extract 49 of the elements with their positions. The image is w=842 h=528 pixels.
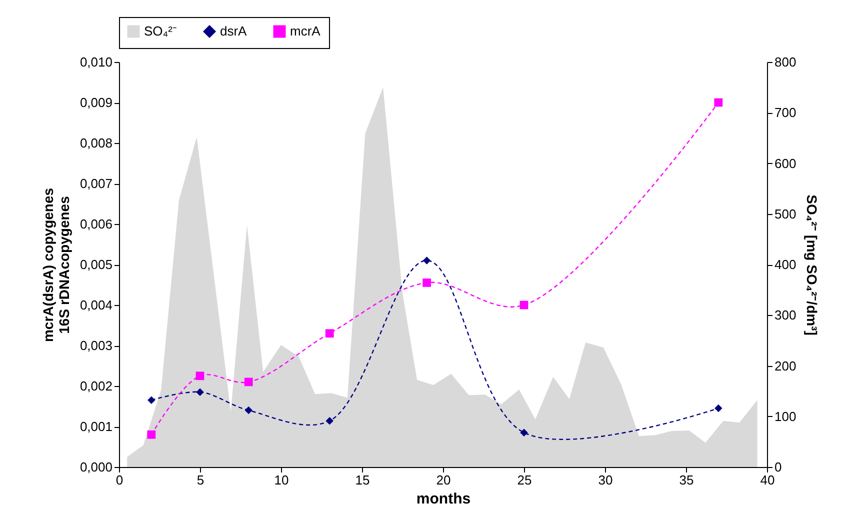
legend-label: SO₄²⁻ bbox=[144, 24, 176, 39]
y2-tick-label: 0 bbox=[774, 460, 782, 474]
y2-tick-label: 800 bbox=[774, 54, 796, 70]
y-tick-label: 0,006 bbox=[80, 216, 112, 232]
x-tick-label: 10 bbox=[274, 472, 289, 488]
y-axis-title: mcrA(dsrA) copygenes 16S rDNAcopygenes bbox=[40, 188, 72, 342]
y-tick-label: 0,005 bbox=[80, 257, 112, 272]
x-tick-label: 15 bbox=[355, 472, 370, 488]
y2-tick-label: 700 bbox=[774, 105, 796, 120]
x-tick-label: 25 bbox=[517, 472, 532, 488]
x-axis-title: months bbox=[416, 490, 471, 508]
x-tick-label: 5 bbox=[196, 472, 204, 488]
y-tick-label: 0,001 bbox=[80, 419, 112, 434]
y-tick-label: 0,008 bbox=[80, 136, 112, 150]
x-tick-label: 0 bbox=[116, 472, 124, 488]
point bbox=[326, 416, 334, 425]
y2-tick-label: 400 bbox=[774, 257, 796, 272]
y2-tick-label: 200 bbox=[774, 358, 796, 374]
y-tick-label: 0,009 bbox=[80, 95, 112, 110]
x-tick-label: 20 bbox=[436, 472, 451, 488]
y-tick-label: 0,000 bbox=[80, 460, 112, 474]
y-tick-label: 0,002 bbox=[80, 378, 112, 394]
legend-label: mcrA bbox=[290, 24, 321, 39]
point bbox=[714, 98, 723, 107]
point bbox=[148, 396, 156, 404]
y2-tick-label: 600 bbox=[774, 156, 796, 171]
point bbox=[147, 430, 156, 439]
point bbox=[244, 378, 253, 386]
y-tick-label: 0,004 bbox=[80, 298, 112, 312]
point bbox=[422, 278, 431, 287]
y2-tick-label: 300 bbox=[774, 308, 796, 323]
y2-tick-label: 100 bbox=[774, 408, 796, 424]
point bbox=[244, 406, 252, 414]
point bbox=[325, 329, 334, 338]
point bbox=[422, 256, 431, 264]
y-tick-label: 0,007 bbox=[80, 176, 112, 191]
point bbox=[714, 404, 722, 412]
y2-axis-title: SO₄²⁻ [mg SO₄²⁻/dm³] bbox=[804, 194, 820, 336]
point bbox=[196, 388, 204, 396]
y2-tick-label: 500 bbox=[774, 206, 796, 222]
x-tick-label: 35 bbox=[679, 472, 694, 488]
point bbox=[196, 372, 204, 380]
y-tick-label: 0,010 bbox=[80, 54, 112, 70]
point bbox=[520, 428, 528, 436]
y-tick-label: 0,003 bbox=[80, 338, 112, 353]
x-tick-label: 30 bbox=[598, 472, 613, 488]
x-tick-label: 40 bbox=[760, 472, 775, 488]
point bbox=[520, 300, 528, 310]
legend-label: dsrA bbox=[220, 24, 248, 39]
